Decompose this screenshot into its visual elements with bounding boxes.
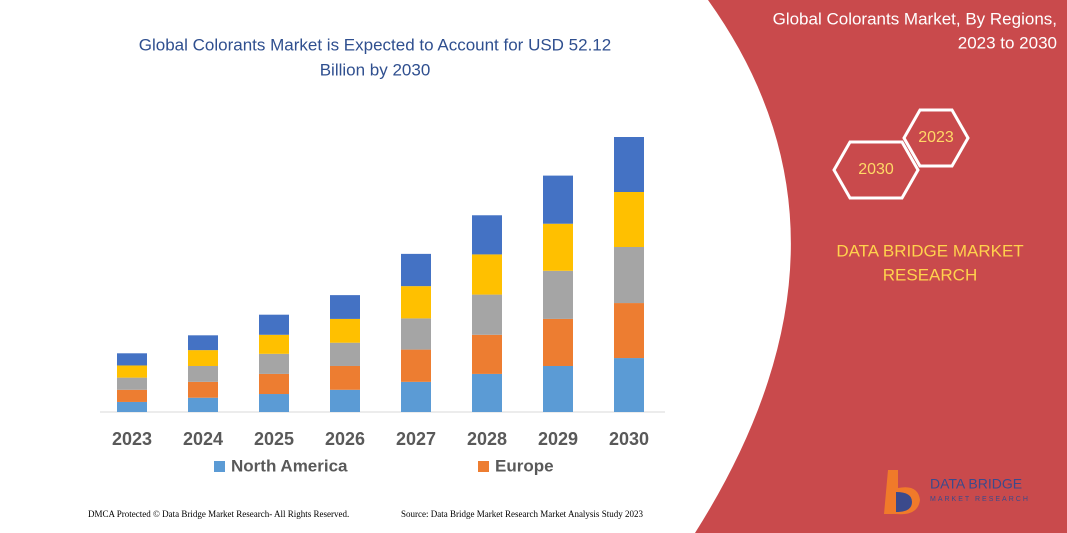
- bar-segment: [543, 223, 573, 271]
- chart-title: Global Colorants Market is Expected to A…: [139, 35, 611, 54]
- legend-label: North America: [231, 456, 348, 475]
- side-panel: [695, 0, 1067, 533]
- bar-segment: [259, 394, 289, 412]
- bar-segment: [117, 377, 147, 390]
- bar-segment: [188, 365, 218, 382]
- bar-segment: [401, 381, 431, 412]
- x-tick-label: 2025: [254, 429, 294, 449]
- bar-segment: [188, 381, 218, 398]
- bar-segment: [117, 401, 147, 412]
- bar-segment: [401, 286, 431, 319]
- legend-swatch: [214, 461, 225, 472]
- bar-segment: [259, 314, 289, 335]
- x-tick-label: 2027: [396, 429, 436, 449]
- panel-title: 2023 to 2030: [958, 33, 1057, 52]
- hexagon: [832, 140, 920, 200]
- x-tick-label: 2026: [325, 429, 365, 449]
- bar-segment: [614, 192, 644, 247]
- bar-segment: [543, 365, 573, 412]
- bar-segment: [188, 350, 218, 366]
- legend-label: Europe: [495, 456, 554, 475]
- x-tick-label: 2030: [609, 429, 649, 449]
- bar-segment: [614, 358, 644, 412]
- footer-text: Source: Data Bridge Market Research Mark…: [401, 509, 643, 519]
- bar-segment: [401, 349, 431, 382]
- hexagon-label: 2030: [858, 161, 894, 178]
- bar-segment: [614, 247, 644, 304]
- bar-segment: [188, 335, 218, 351]
- footer-text: DMCA Protected © Data Bridge Market Rese…: [88, 509, 349, 519]
- bar-segment: [472, 373, 502, 412]
- bar-segment: [614, 137, 644, 192]
- hexagon-label: 2023: [918, 129, 954, 146]
- x-tick-label: 2023: [112, 429, 152, 449]
- logo-mark: [896, 492, 912, 512]
- brand-text: RESEARCH: [883, 265, 977, 284]
- x-tick-label: 2029: [538, 429, 578, 449]
- bar-segment: [188, 397, 218, 412]
- panel-title: Global Colorants Market, By Regions,: [773, 9, 1057, 28]
- bar-segment: [472, 254, 502, 295]
- logo-tagline: MARKET RESEARCH: [930, 496, 1030, 503]
- bar-segment: [259, 334, 289, 354]
- bar-segment: [543, 175, 573, 224]
- logo-name: DATA BRIDGE: [930, 476, 1022, 492]
- bar-segment: [401, 253, 431, 287]
- bar-segment: [330, 342, 360, 366]
- bar-segment: [472, 334, 502, 374]
- bar-segment: [330, 365, 360, 390]
- bar-segment: [259, 353, 289, 374]
- bar-segment: [330, 318, 360, 343]
- bar-segment: [543, 318, 573, 366]
- bar-segment: [330, 389, 360, 412]
- bar-segment: [472, 215, 502, 255]
- bar-segment: [543, 270, 573, 319]
- bar-segment: [401, 318, 431, 350]
- bar-segment: [117, 353, 147, 366]
- legend-swatch: [478, 461, 489, 472]
- chart-title: Billion by 2030: [320, 60, 431, 79]
- bar-segment: [614, 303, 644, 359]
- bar-segment: [117, 389, 147, 402]
- x-tick-label: 2024: [183, 429, 223, 449]
- bar-segment: [259, 373, 289, 395]
- brand-text: DATA BRIDGE MARKET: [836, 241, 1023, 260]
- bar-segment: [472, 294, 502, 335]
- hexagon: [902, 108, 970, 168]
- bar-segment: [330, 295, 360, 319]
- bar-segment: [117, 365, 147, 378]
- x-tick-label: 2028: [467, 429, 507, 449]
